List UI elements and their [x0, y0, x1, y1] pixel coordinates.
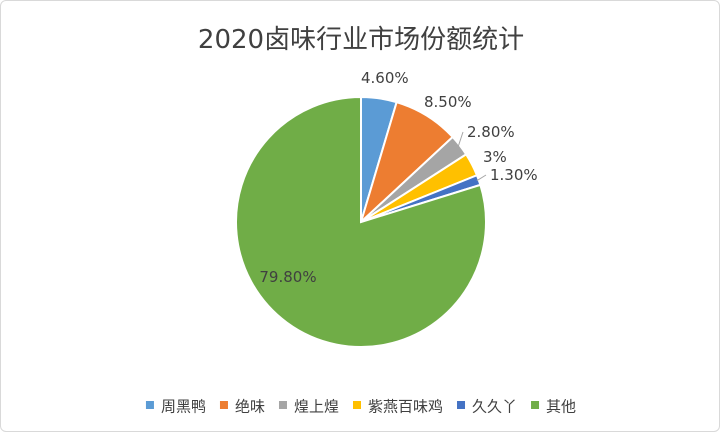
pie-slices: [235, 95, 487, 348]
legend-swatch-5: [531, 401, 540, 409]
data-label-3: 3%: [483, 148, 507, 166]
legend-label-0: 周黑鸭: [161, 398, 206, 416]
data-label-5: 79.80%: [259, 268, 316, 286]
leader-line-4: [476, 174, 487, 182]
legend-label-1: 绝味: [235, 398, 265, 416]
legend-item-1: 绝味: [219, 398, 265, 416]
legend-swatch-3: [353, 401, 361, 409]
leader-lines: [457, 131, 487, 182]
legend-label-2: 煌上煌: [294, 398, 339, 416]
legend-swatch-1: [219, 401, 228, 409]
legend-swatch-0: [145, 401, 154, 409]
legend-item-4: 久久丫: [457, 398, 517, 416]
legend-swatch-4: [457, 401, 466, 409]
legend-item-5: 其他: [531, 398, 576, 416]
legend-item-3: 紫燕百味鸡: [353, 398, 443, 416]
data-label-2: 2.80%: [467, 123, 515, 141]
legend-item-2: 煌上煌: [278, 398, 339, 416]
legend-item-0: 周黑鸭: [145, 398, 206, 416]
pie-slice-5: [235, 95, 487, 348]
legend-label-5: 其他: [546, 398, 576, 416]
chart-title: 2020卤味行业市场份额统计: [198, 25, 524, 55]
data-label-0: 4.60%: [361, 69, 409, 87]
data-label-4: 1.30%: [490, 166, 538, 184]
legend-label-3: 紫燕百味鸡: [368, 398, 443, 416]
legend-swatch-2: [278, 401, 287, 409]
data-labels: 4.60% 8.50% 2.80% 3%1.30% 79.80%: [259, 69, 537, 286]
legend-label-4: 久久丫: [472, 398, 517, 416]
leader-line-2: [457, 131, 464, 147]
data-label-1: 8.50%: [424, 93, 472, 111]
legend: 周黑鸭 绝味 煌上煌 紫燕百味鸡 久久丫 其他: [145, 398, 576, 416]
